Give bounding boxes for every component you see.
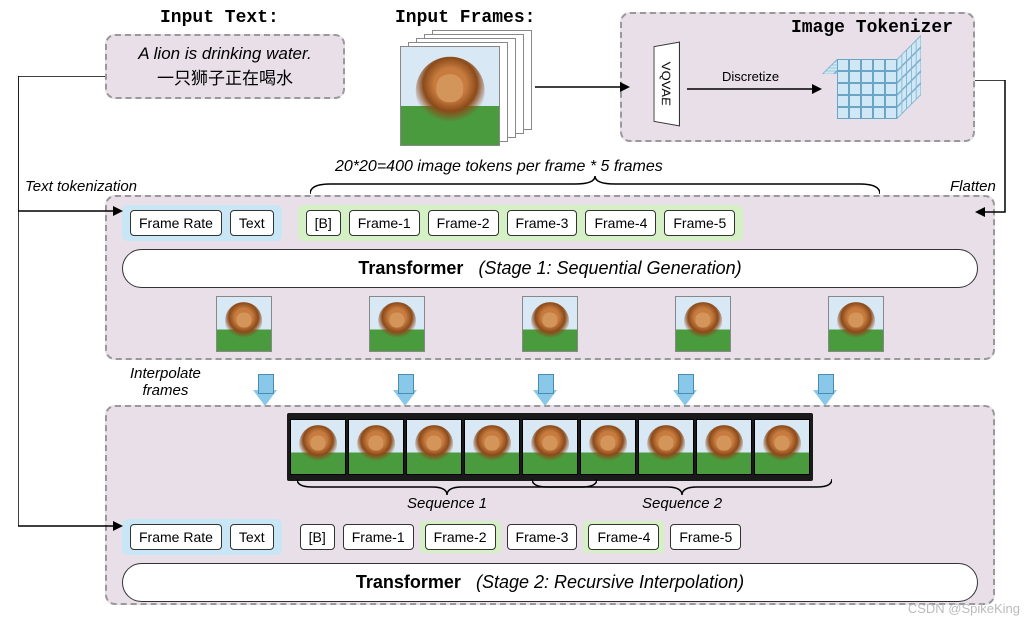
film-frame <box>522 419 578 475</box>
film-frame <box>754 419 810 475</box>
token-frame5: Frame-5 <box>664 210 735 236</box>
film-frame <box>580 419 636 475</box>
token-frame1: Frame-1 <box>343 524 414 550</box>
token-text: Text <box>230 210 274 236</box>
transformer-stage2: Transformer (Stage 2: Recursive Interpol… <box>122 563 978 602</box>
text-tokenization-label: Text tokenization <box>25 178 137 195</box>
stage1-panel: Frame Rate Text [B] Frame-1 Frame-2 Fram… <box>105 195 995 360</box>
flatten-label: Flatten <box>950 178 996 195</box>
stage2-blue-tokens: Frame Rate Text <box>122 519 282 555</box>
token-frame2: Frame-2 <box>425 524 496 550</box>
input-frames-stack <box>400 30 540 145</box>
interpolate-arrow <box>393 390 417 406</box>
token-frame2: Frame-2 <box>428 210 499 236</box>
stage1-blue-tokens: Frame Rate Text <box>122 205 282 241</box>
gen-frame <box>675 296 731 352</box>
watermark: CSDN @SpikeKing <box>908 601 1020 616</box>
gen-frame <box>216 296 272 352</box>
gen-frame <box>522 296 578 352</box>
interpolate-arrow <box>673 390 697 406</box>
transformer-stage1: Transformer (Stage 1: Sequential Generat… <box>122 249 978 288</box>
gen-frame <box>369 296 425 352</box>
token-b: [B] <box>306 210 341 236</box>
film-strip <box>287 413 813 481</box>
token-text: Text <box>230 524 274 550</box>
film-frame <box>290 419 346 475</box>
film-frame <box>696 419 752 475</box>
sequence2-label: Sequence 2 <box>642 495 722 512</box>
image-tokenizer-label: Image Tokenizer <box>791 18 953 38</box>
input-text-panel: A lion is drinking water. 一只狮子正在喝水 <box>105 34 345 99</box>
token-frame4: Frame-4 <box>588 524 659 550</box>
stage2-panel: Sequence 1 Sequence 2 Frame Rate Text [B… <box>105 405 995 605</box>
input-frames-label: Input Frames: <box>395 8 535 28</box>
token-b: [B] <box>300 524 335 550</box>
token-frame3: Frame-3 <box>507 210 578 236</box>
token-framerate: Frame Rate <box>130 524 222 550</box>
input-text-en: A lion is drinking water. <box>127 44 323 64</box>
generated-frames-row <box>167 296 933 352</box>
film-frame <box>348 419 404 475</box>
token-frame5: Frame-5 <box>670 524 741 550</box>
stage1-green-tokens: [B] Frame-1 Frame-2 Frame-3 Frame-4 Fram… <box>298 205 744 241</box>
film-frame <box>406 419 462 475</box>
token-grid-cube <box>837 49 927 119</box>
input-text-zh: 一只狮子正在喝水 <box>127 64 323 89</box>
film-frame <box>638 419 694 475</box>
input-text-label: Input Text: <box>160 8 279 28</box>
vqvae-box: VQVAE <box>654 41 680 126</box>
interpolate-label: Interpolate frames <box>130 365 201 399</box>
lion-frame <box>400 46 500 146</box>
tokenizer-panel: Image Tokenizer VQVAE Discretize <box>620 12 975 142</box>
token-framerate: Frame Rate <box>130 210 222 236</box>
sequence1-label: Sequence 1 <box>407 495 487 512</box>
interpolate-arrow <box>253 390 277 406</box>
interpolate-arrow <box>533 390 557 406</box>
gen-frame <box>828 296 884 352</box>
interpolate-arrow <box>813 390 837 406</box>
token-frame3: Frame-3 <box>507 524 578 550</box>
discretize-label: Discretize <box>722 69 779 84</box>
tokens-caption: 20*20=400 image tokens per frame * 5 fra… <box>335 158 663 176</box>
token-frame1: Frame-1 <box>349 210 420 236</box>
token-frame4: Frame-4 <box>585 210 656 236</box>
film-frame <box>464 419 520 475</box>
